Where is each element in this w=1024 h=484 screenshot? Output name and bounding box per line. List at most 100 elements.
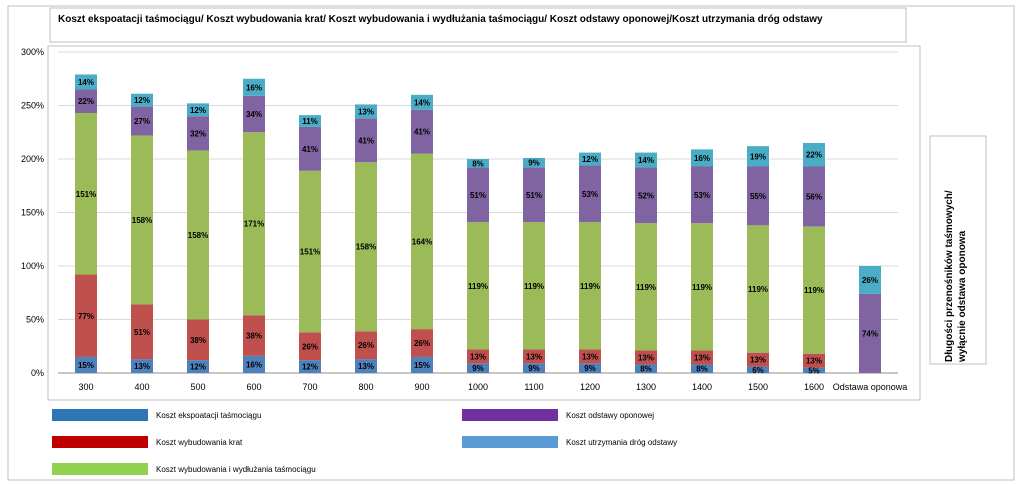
legend-swatch <box>462 436 558 448</box>
x-tick-label: 500 <box>190 382 205 392</box>
data-label: 38% <box>246 332 262 341</box>
data-label: 41% <box>358 136 374 145</box>
bar-segment <box>635 167 657 224</box>
data-label: 41% <box>414 128 430 137</box>
bar-segment <box>747 352 769 367</box>
data-label: 119% <box>804 286 824 295</box>
y-tick-label: 200% <box>21 154 44 164</box>
side-label-line-1: Długości przenośników taśmowych/ <box>944 190 955 362</box>
bar-segment <box>75 274 97 357</box>
bar-segment <box>747 166 769 226</box>
bar-segment <box>691 223 713 351</box>
data-label: 8% <box>472 159 484 168</box>
y-tick-label: 100% <box>21 261 44 271</box>
bar-segment <box>635 364 657 373</box>
data-label: 158% <box>188 231 208 240</box>
data-label: 51% <box>134 328 150 337</box>
side-label-box <box>929 135 987 365</box>
bar-segment <box>187 116 209 151</box>
data-label: 26% <box>358 341 374 350</box>
data-label: 13% <box>694 353 710 362</box>
data-label: 164% <box>412 237 432 246</box>
bar-segment <box>75 356 97 373</box>
legend-label: Koszt utrzymania dróg odstawy <box>566 438 677 447</box>
data-label: 5% <box>808 366 820 375</box>
x-tick-label: 900 <box>414 382 429 392</box>
x-tick-label: 1200 <box>580 382 600 392</box>
bar-segment <box>355 331 377 360</box>
data-label: 15% <box>78 361 94 370</box>
y-tick-label: 150% <box>21 208 44 218</box>
bar-segment <box>355 359 377 373</box>
y-tick-label: 50% <box>26 315 44 325</box>
bar-segment <box>187 103 209 117</box>
legend-swatch <box>462 409 558 421</box>
data-label: 119% <box>580 282 600 291</box>
bar-segment <box>411 153 433 330</box>
x-tick-label: 1400 <box>692 382 712 392</box>
bar-segment <box>75 74 97 90</box>
data-label: 16% <box>246 360 262 369</box>
data-label: 12% <box>582 155 598 164</box>
bar-segment <box>243 132 265 316</box>
data-label: 74% <box>862 329 878 338</box>
legend-swatch <box>52 409 148 421</box>
data-label: 119% <box>692 283 712 292</box>
x-tick-label: Odstawa oponowa <box>833 382 908 392</box>
data-label: 9% <box>528 364 540 373</box>
x-tick-label: 1300 <box>636 382 656 392</box>
data-label: 13% <box>470 352 486 361</box>
bar-segment <box>299 170 321 333</box>
data-label: 38% <box>190 336 206 345</box>
data-label: 14% <box>414 98 430 107</box>
y-tick-label: 300% <box>21 47 44 57</box>
bar-segment <box>803 367 825 373</box>
bar-segment <box>131 93 153 107</box>
data-label: 26% <box>862 276 878 285</box>
bar-segment <box>579 349 601 364</box>
data-label: 13% <box>806 357 822 366</box>
chart-frame <box>7 5 1015 481</box>
data-label: 52% <box>638 191 654 200</box>
side-label-line-2: wyłącnie odstawa oponowa <box>957 230 968 363</box>
bar-segment <box>635 223 657 351</box>
bar-segment <box>467 159 489 168</box>
data-label: 26% <box>302 342 318 351</box>
bar-segment <box>691 166 713 224</box>
data-label: 55% <box>750 192 766 201</box>
data-label: 12% <box>302 363 318 372</box>
bar-segment <box>243 95 265 133</box>
bar-segment <box>131 359 153 373</box>
data-label: 8% <box>640 365 652 374</box>
x-tick-label: 300 <box>78 382 93 392</box>
bar-segment <box>411 94 433 110</box>
bar-segment <box>243 78 265 96</box>
data-label: 13% <box>750 356 766 365</box>
data-label: 9% <box>472 364 484 373</box>
data-label: 26% <box>414 339 430 348</box>
chart-title: Koszt ekspoatacji taśmociągu/ Koszt wybu… <box>58 14 823 25</box>
bar-segment <box>747 366 769 373</box>
data-label: 13% <box>358 107 374 116</box>
legend: Koszt ekspoatacji taśmociągu Koszt odstaw… <box>52 409 677 475</box>
legend-label: Koszt odstawy oponowej <box>566 411 654 420</box>
data-label: 41% <box>302 145 318 154</box>
x-tick-label: 800 <box>358 382 373 392</box>
data-label: 11% <box>302 117 318 126</box>
bar-segment <box>691 364 713 373</box>
bar-segment <box>579 363 601 373</box>
data-label: 119% <box>524 282 544 291</box>
bar-segment <box>131 106 153 136</box>
bar-segment <box>467 363 489 373</box>
data-label: 13% <box>526 352 542 361</box>
data-label: 34% <box>246 110 262 119</box>
legend-label: Koszt wybudowania krat <box>156 438 243 447</box>
data-label: 19% <box>750 152 766 161</box>
data-label: 8% <box>696 365 708 374</box>
data-label: 158% <box>132 216 152 225</box>
bar-segment <box>355 162 377 332</box>
data-label: 51% <box>526 191 542 200</box>
bar-segment <box>243 315 265 356</box>
bar-segment <box>691 149 713 167</box>
